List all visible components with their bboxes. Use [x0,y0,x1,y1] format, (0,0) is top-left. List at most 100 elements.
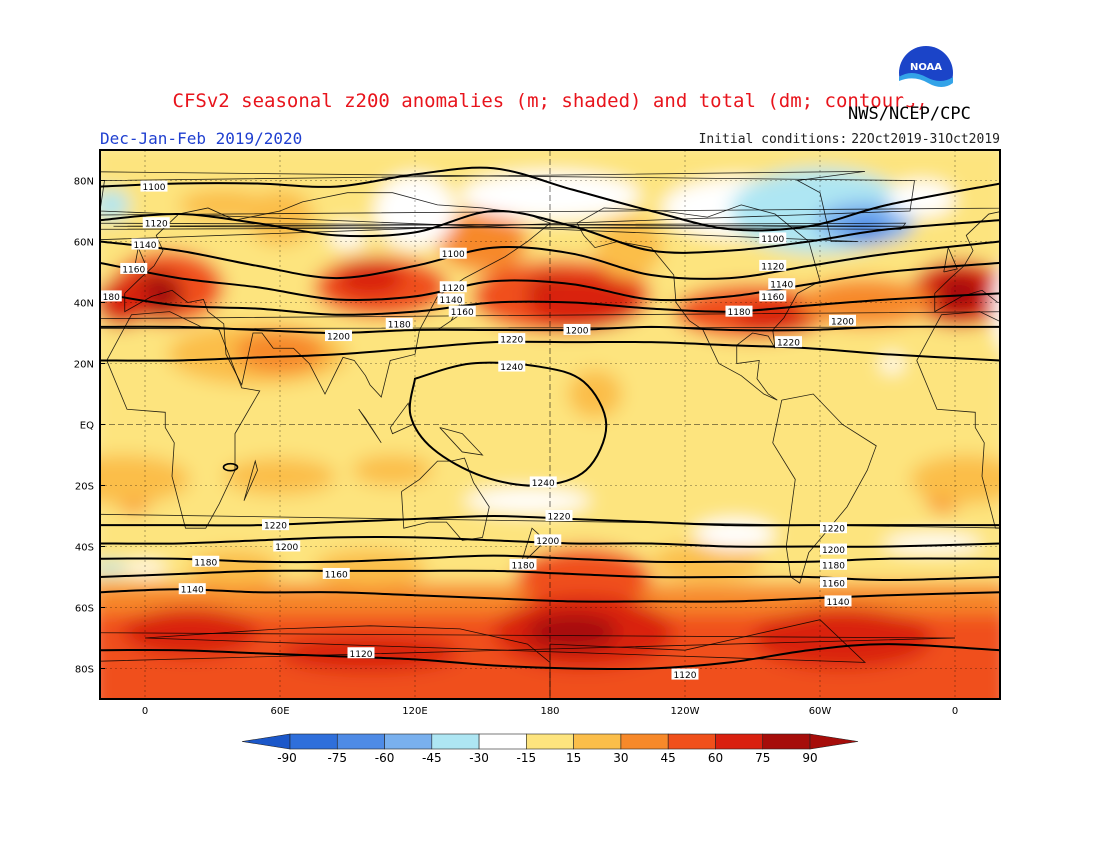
lon-label: 120W [671,706,700,717]
initial-conditions-dates: 22Oct2019-31Oct2019 [851,132,1000,147]
contour-label: 1200 [566,326,589,336]
shade-blob [122,607,258,657]
contour-label: 1140 [181,586,204,596]
noaa-logo-icon: NOAA [897,44,955,103]
contour-label: 1120 [674,671,697,681]
contour-label: 1120 [350,650,373,660]
contour-label: 1140 [440,296,463,306]
contour-label: 1160 [122,265,145,275]
coastline [439,427,484,456]
lon-label: 0 [142,706,148,717]
shade-blob [910,455,1000,504]
colorbar-bin [715,733,764,750]
contour-1120 [100,643,1000,671]
colorbar-bin [289,733,338,750]
coastline [576,204,821,401]
shade-blob [336,259,404,297]
contour-label-bg [273,540,301,552]
lat-label: 80N [74,177,94,188]
coastline [100,222,924,230]
contour-label: 1200 [327,333,350,343]
contour-label: 1160 [761,293,784,303]
lon-label: 0 [952,706,958,717]
contour-1160 [100,261,1000,302]
lon-label: 60W [809,706,832,717]
contour-1100 [100,166,1000,232]
contour-1140 [100,240,1000,280]
contour-label-bg [439,247,467,259]
colorbar-label: 30 [613,751,628,765]
shade-blob [883,534,982,553]
lon-label: 180 [540,706,559,717]
contour-label: 1220 [548,513,571,523]
shade-blob [100,561,130,574]
shade-blob [527,613,618,651]
contour-label: 1120 [145,220,168,230]
colorbar-bin [336,733,385,750]
shade-blob [100,455,190,504]
height-contours: 1100 1100 1100 1120 1120 1120 1140 1140 1140 1160… [100,166,1000,681]
contour-label-bg [322,567,350,579]
lat-label: EQ [80,421,94,432]
contour-label-bg [178,583,206,595]
contour-1120 [100,209,1000,254]
colorbar-bin [762,733,811,750]
contour-label: 1180 [728,308,751,318]
contour-label: 1200 [831,317,854,327]
contour-label-bg [820,543,847,555]
contour-label: 1100 [143,183,166,193]
contour-label: 1120 [442,284,465,294]
contour-label-bg [347,647,375,659]
contour-label: 1140 [770,281,793,291]
contour-label: 1200 [275,543,298,553]
shade-blob [122,561,168,574]
contour-label: 1220 [500,336,523,346]
colorbar-bin [526,733,574,750]
coastline [100,171,915,241]
contour-label: 1220 [777,339,800,349]
colorbar-label: -90 [277,751,297,765]
contour-label-bg [820,558,847,570]
lat-label: 60N [74,238,94,249]
contour-label-bg [498,360,526,372]
contour-label-bg [824,595,852,607]
contour-label-bg [820,577,847,589]
contour-label-bg [448,305,476,317]
contour-label: 1220 [264,522,287,532]
shade-blob [464,488,591,513]
contour-1220 [100,340,1000,362]
colorbar-label: -60 [375,751,395,765]
contour-label: 1140 [827,598,850,608]
contour-1180 [100,292,1000,316]
lat-label: 80S [75,665,94,676]
colorbar: -90 -75 -60 -45 -30 -15 15 30 45 60 75 90 [241,733,859,765]
contour-label: 1200 [536,537,559,547]
contour-label: 1240 [532,479,555,489]
lat-label: 20N [74,360,94,371]
colorbar-arrow-low [241,733,291,750]
shade-blob [595,217,663,279]
contour-label-bg [192,555,220,567]
contour-label: 1120 [761,262,784,272]
lon-label: 120E [402,706,427,717]
colorbar-bin [478,733,527,750]
colorbar-label: 15 [566,751,581,765]
contour-label-bg [725,305,753,317]
colorbar-label: 75 [755,751,770,765]
contour-label-bg [385,317,413,329]
shade-blob [100,189,130,221]
colorbar-label: -15 [517,751,537,765]
lat-label: 60S [75,604,94,615]
contour-label-bg [262,519,289,531]
contour-label-bg [759,232,787,244]
contour-label-bg [768,278,796,290]
contour-label-bg [498,333,526,345]
contour-label-bg [131,238,159,250]
contour-label: 1180 [194,558,217,568]
colorbar-label: 45 [661,751,676,765]
coastline [0,394,66,583]
contour-label-bg [100,290,122,302]
shade-blob [352,455,433,486]
colorbar-bin [667,733,716,750]
